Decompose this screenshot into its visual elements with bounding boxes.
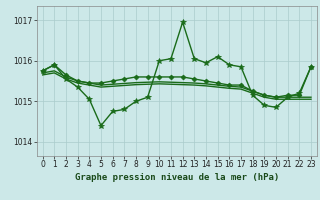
X-axis label: Graphe pression niveau de la mer (hPa): Graphe pression niveau de la mer (hPa) <box>75 173 279 182</box>
